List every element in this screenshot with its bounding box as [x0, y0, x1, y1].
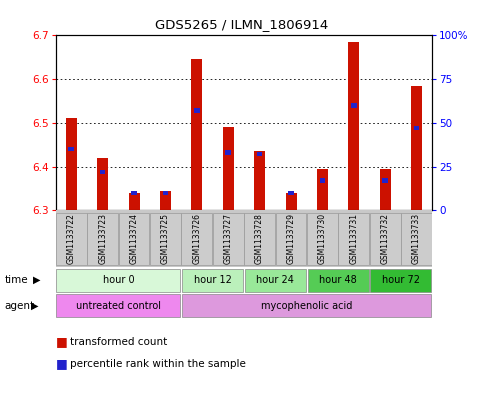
- Text: untreated control: untreated control: [76, 301, 161, 310]
- Text: GSM1133733: GSM1133733: [412, 213, 421, 264]
- Bar: [66, 118, 77, 210]
- Text: hour 12: hour 12: [194, 275, 231, 285]
- FancyBboxPatch shape: [87, 213, 118, 265]
- Bar: [288, 191, 294, 195]
- FancyBboxPatch shape: [56, 213, 86, 265]
- Text: GDS5265 / ILMN_1806914: GDS5265 / ILMN_1806914: [155, 18, 328, 31]
- Bar: [223, 127, 234, 210]
- Text: hour 72: hour 72: [382, 275, 420, 285]
- Text: GSM1133724: GSM1133724: [129, 213, 139, 264]
- Text: mycophenolic acid: mycophenolic acid: [261, 301, 353, 310]
- Text: GSM1133729: GSM1133729: [286, 213, 296, 264]
- Text: hour 24: hour 24: [256, 275, 294, 285]
- Bar: [383, 178, 388, 183]
- Text: hour 0: hour 0: [102, 275, 134, 285]
- Text: GSM1133727: GSM1133727: [224, 213, 233, 264]
- FancyBboxPatch shape: [276, 213, 306, 265]
- Bar: [131, 191, 137, 195]
- FancyBboxPatch shape: [307, 213, 338, 265]
- Text: GSM1133723: GSM1133723: [98, 213, 107, 264]
- FancyBboxPatch shape: [370, 268, 431, 292]
- Bar: [411, 86, 422, 210]
- Text: GSM1133725: GSM1133725: [161, 213, 170, 264]
- Text: GSM1133728: GSM1133728: [255, 213, 264, 264]
- Text: ▶: ▶: [32, 275, 40, 285]
- Text: GSM1133731: GSM1133731: [349, 213, 358, 264]
- Bar: [254, 151, 265, 210]
- Text: time: time: [5, 275, 28, 285]
- FancyBboxPatch shape: [182, 213, 212, 265]
- Bar: [191, 59, 202, 210]
- Bar: [128, 193, 140, 210]
- Bar: [414, 126, 419, 130]
- Bar: [257, 152, 262, 156]
- FancyBboxPatch shape: [119, 213, 149, 265]
- Bar: [69, 147, 74, 151]
- FancyBboxPatch shape: [245, 268, 306, 292]
- FancyBboxPatch shape: [370, 213, 400, 265]
- FancyBboxPatch shape: [57, 294, 180, 317]
- Text: GSM1133730: GSM1133730: [318, 213, 327, 264]
- Bar: [380, 169, 391, 210]
- Bar: [348, 42, 359, 210]
- FancyBboxPatch shape: [244, 213, 275, 265]
- Text: ▶: ▶: [31, 301, 39, 310]
- Text: agent: agent: [5, 301, 35, 310]
- Bar: [320, 178, 325, 183]
- Bar: [317, 169, 328, 210]
- FancyBboxPatch shape: [150, 213, 181, 265]
- Text: GSM1133732: GSM1133732: [381, 213, 390, 264]
- Bar: [226, 151, 231, 155]
- Bar: [285, 193, 297, 210]
- FancyBboxPatch shape: [182, 294, 431, 317]
- FancyBboxPatch shape: [56, 210, 432, 267]
- Bar: [97, 158, 108, 210]
- Text: hour 48: hour 48: [319, 275, 357, 285]
- FancyBboxPatch shape: [213, 213, 243, 265]
- Bar: [194, 108, 199, 113]
- Bar: [100, 170, 105, 174]
- FancyBboxPatch shape: [182, 268, 243, 292]
- Text: GSM1133726: GSM1133726: [192, 213, 201, 264]
- Bar: [160, 191, 171, 210]
- FancyBboxPatch shape: [308, 268, 369, 292]
- Text: ■: ■: [56, 335, 67, 349]
- Text: ■: ■: [56, 357, 67, 370]
- Text: transformed count: transformed count: [70, 337, 167, 347]
- FancyBboxPatch shape: [339, 213, 369, 265]
- Text: percentile rank within the sample: percentile rank within the sample: [70, 358, 246, 369]
- Text: GSM1133722: GSM1133722: [67, 213, 76, 264]
- Bar: [351, 103, 356, 108]
- FancyBboxPatch shape: [57, 268, 180, 292]
- FancyBboxPatch shape: [401, 213, 432, 265]
- Bar: [163, 191, 168, 195]
